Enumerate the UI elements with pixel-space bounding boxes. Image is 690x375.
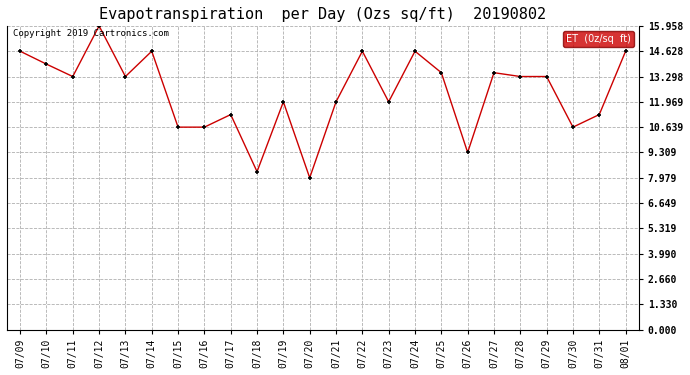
- Point: [252, 169, 263, 175]
- Point: [567, 124, 578, 130]
- Point: [541, 74, 552, 80]
- Point: [172, 124, 184, 130]
- Point: [94, 23, 105, 29]
- Point: [594, 111, 605, 117]
- Title: Evapotranspiration  per Day (Ozs sq/ft)  20190802: Evapotranspiration per Day (Ozs sq/ft) 2…: [99, 7, 546, 22]
- Point: [278, 99, 289, 105]
- Point: [331, 99, 342, 105]
- Point: [489, 70, 500, 76]
- Point: [67, 74, 78, 80]
- Point: [436, 70, 447, 76]
- Point: [515, 74, 526, 80]
- Legend: ET  (0z/sq  ft): ET (0z/sq ft): [563, 31, 634, 46]
- Point: [41, 61, 52, 67]
- Point: [383, 99, 394, 105]
- Point: [409, 48, 420, 54]
- Text: Copyright 2019 Cartronics.com: Copyright 2019 Cartronics.com: [13, 29, 169, 38]
- Point: [304, 175, 315, 181]
- Point: [357, 48, 368, 54]
- Point: [146, 48, 157, 54]
- Point: [14, 48, 26, 54]
- Point: [462, 150, 473, 156]
- Point: [620, 48, 631, 54]
- Point: [120, 74, 131, 80]
- Point: [199, 124, 210, 130]
- Point: [225, 111, 236, 117]
